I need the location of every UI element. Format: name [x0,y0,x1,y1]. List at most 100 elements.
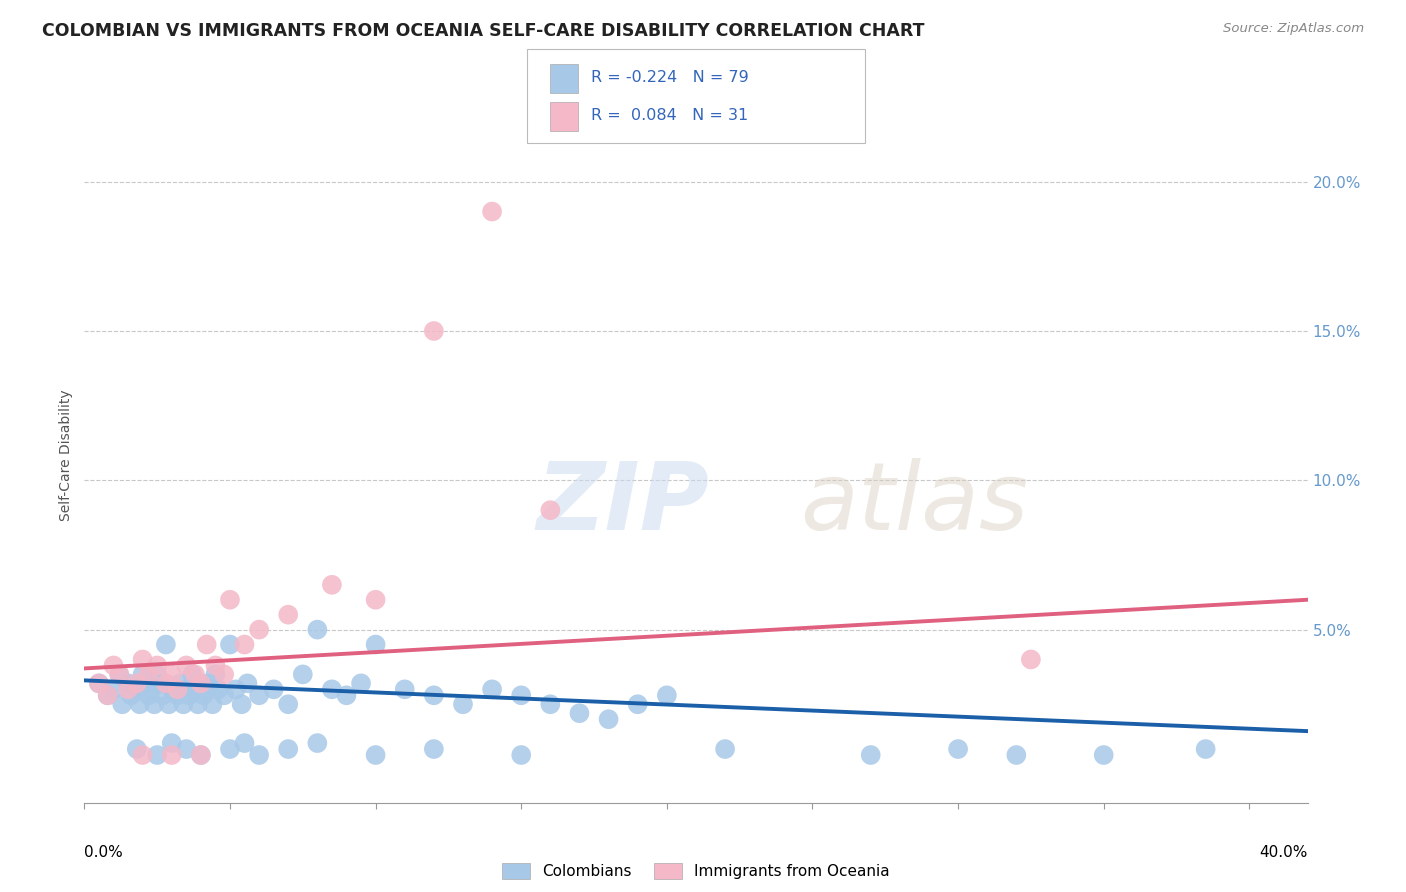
Point [423,742,446,756]
Point [277,607,299,622]
Point [187,698,209,712]
Point [141,682,163,697]
Point [166,688,188,702]
Point [212,688,235,702]
Point [538,503,561,517]
Point [219,638,242,652]
Point [160,747,183,762]
Point [538,698,561,712]
Point [335,688,357,702]
Point [568,706,591,721]
Point [184,667,207,681]
Point [364,592,387,607]
Point [1195,742,1218,756]
Point [155,638,177,652]
Text: R = -0.224   N = 79: R = -0.224 N = 79 [591,70,748,85]
Point [160,667,183,681]
Point [219,742,242,756]
Point [166,682,188,697]
Point [291,667,314,681]
Point [233,638,256,652]
Point [195,638,218,652]
Point [120,688,142,702]
Point [714,742,737,756]
Point [108,667,131,681]
Point [307,623,329,637]
Point [1019,652,1042,666]
Point [152,688,174,702]
Point [97,688,120,702]
Point [277,742,299,756]
Point [135,676,157,690]
Point [193,688,215,702]
Point [198,676,221,690]
Text: Source: ZipAtlas.com: Source: ZipAtlas.com [1223,22,1364,36]
Point [181,667,204,681]
Point [190,676,212,690]
Point [307,736,329,750]
Point [125,676,148,690]
Point [160,682,183,697]
Point [364,638,387,652]
Point [143,698,166,712]
Point [146,658,169,673]
Point [247,623,270,637]
Point [128,698,150,712]
Point [131,747,153,762]
Point [627,698,650,712]
Point [1005,747,1028,762]
Point [481,682,503,697]
Point [87,676,110,690]
Point [195,682,218,697]
Text: atlas: atlas [800,458,1028,549]
Point [157,698,180,712]
Point [219,592,242,607]
Text: 0.0%: 0.0% [84,845,124,860]
Point [190,747,212,762]
Point [201,698,224,712]
Point [117,682,139,697]
Text: COLOMBIAN VS IMMIGRANTS FROM OCEANIA SELF-CARE DISABILITY CORRELATION CHART: COLOMBIAN VS IMMIGRANTS FROM OCEANIA SEL… [42,22,925,40]
Point [423,688,446,702]
Point [131,652,153,666]
Point [1092,747,1115,762]
Point [263,682,285,697]
Point [598,712,620,726]
Point [236,676,259,690]
Point [423,324,446,338]
Point [481,204,503,219]
Point [510,688,533,702]
Point [204,667,226,681]
Point [321,682,343,697]
Point [176,658,198,673]
Point [204,658,226,673]
Point [97,688,120,702]
Point [184,682,207,697]
Point [247,747,270,762]
Point [394,682,416,697]
Point [451,698,474,712]
Point [163,682,186,697]
Point [233,736,256,750]
Point [87,676,110,690]
Point [859,747,882,762]
Point [125,742,148,756]
Point [108,667,131,681]
Point [172,698,194,712]
Text: R =  0.084   N = 31: R = 0.084 N = 31 [591,108,748,123]
Point [231,698,253,712]
Point [364,747,387,762]
Point [179,688,201,702]
Point [946,742,969,756]
Point [155,676,177,690]
Point [190,747,212,762]
Point [277,698,299,712]
Point [176,682,198,697]
Point [247,688,270,702]
Y-axis label: Self-Care Disability: Self-Care Disability [59,389,73,521]
Point [138,688,160,702]
Point [125,682,148,697]
Point [111,698,134,712]
Point [103,682,125,697]
Point [510,747,533,762]
